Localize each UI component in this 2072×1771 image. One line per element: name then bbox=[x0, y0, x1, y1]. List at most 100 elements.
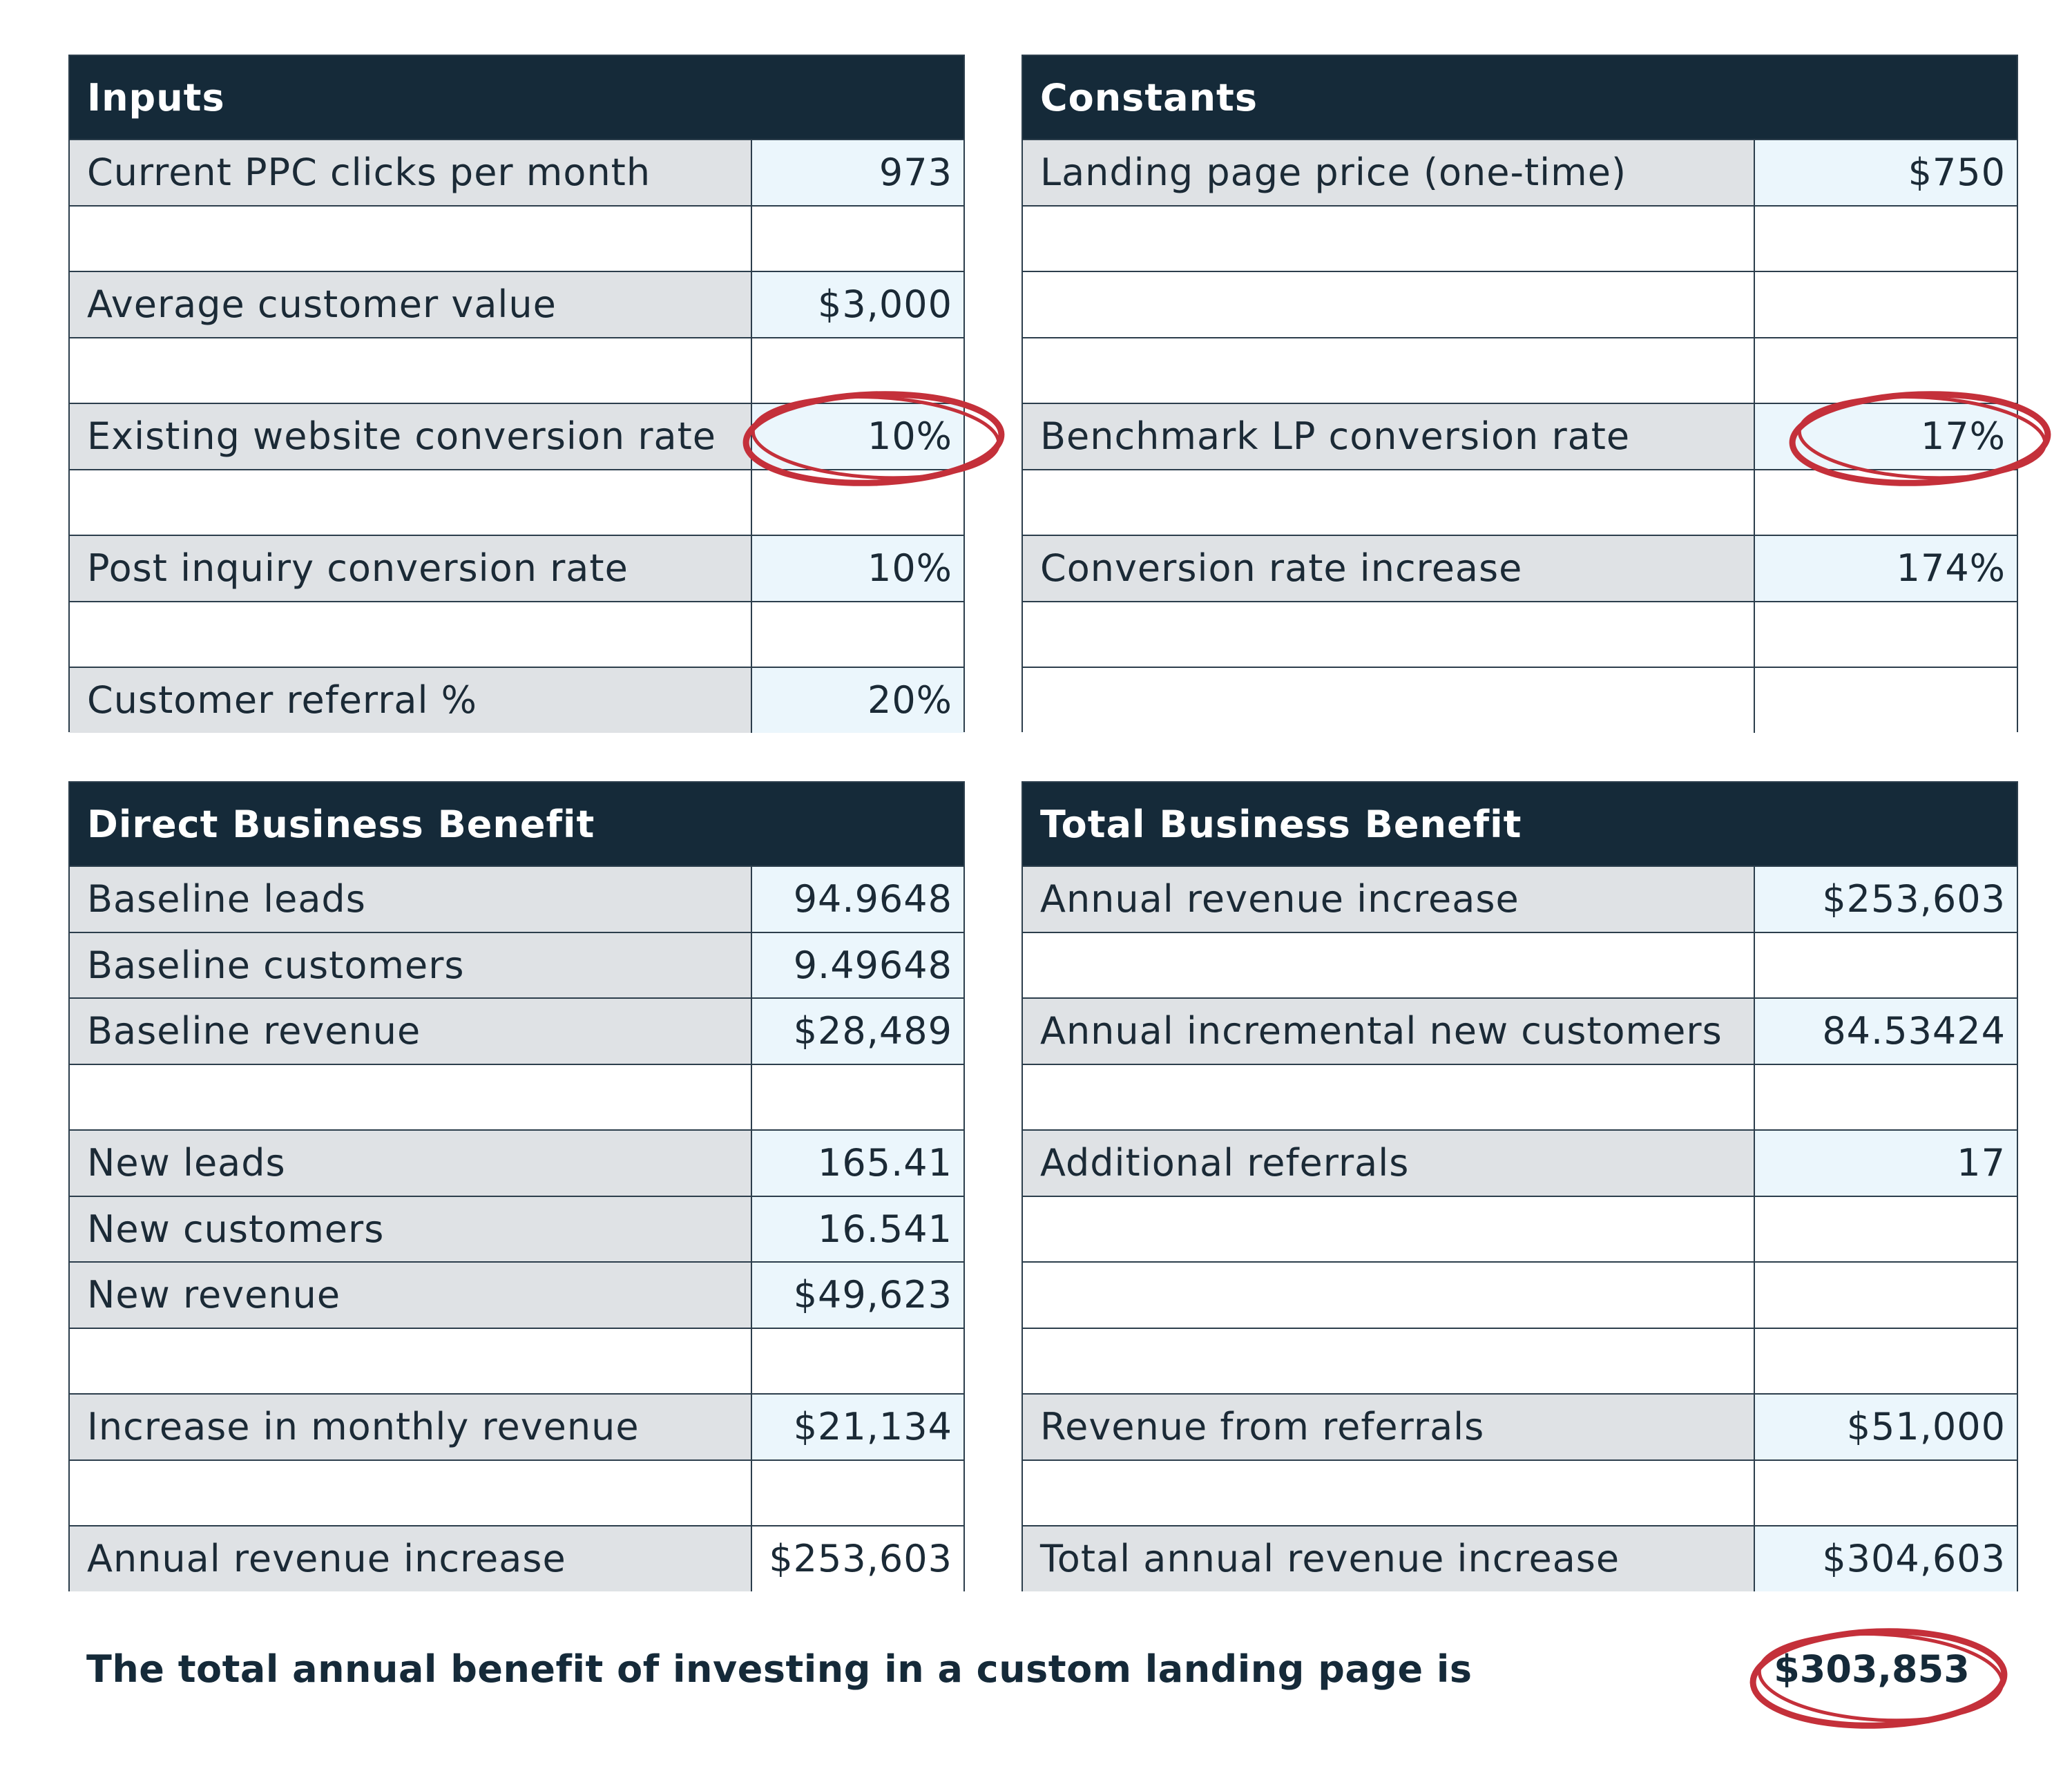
table-row bbox=[1023, 667, 2017, 733]
row-label: Annual revenue increase bbox=[1023, 867, 1755, 932]
inputs-title: Inputs bbox=[70, 56, 963, 139]
table-row: Average customer value $3,000 bbox=[70, 271, 963, 337]
table-row: Landing page price (one-time) $750 bbox=[1023, 139, 2017, 205]
table-row: Baseline revenue $28,489 bbox=[70, 997, 963, 1064]
row-label bbox=[1023, 932, 1755, 997]
row-value bbox=[752, 1328, 963, 1393]
row-value: 17 bbox=[1755, 1131, 2017, 1196]
table-row bbox=[1023, 1261, 2017, 1328]
row-value bbox=[1755, 1263, 2017, 1328]
table-row bbox=[1023, 1195, 2017, 1261]
row-label bbox=[1023, 1328, 1755, 1393]
row-label bbox=[1023, 206, 1755, 271]
table-row bbox=[1023, 1327, 2017, 1393]
row-label: Baseline leads bbox=[70, 867, 752, 932]
summary-text: The total annual benefit of investing in… bbox=[86, 1647, 1473, 1691]
row-label: Total annual revenue increase bbox=[1023, 1526, 1755, 1591]
row-value[interactable]: 20% bbox=[752, 668, 963, 733]
row-value bbox=[752, 338, 963, 403]
table-row: Baseline leads 94.9648 bbox=[70, 865, 963, 932]
row-label bbox=[70, 470, 752, 535]
row-value: $21,134 bbox=[752, 1395, 963, 1459]
table-row bbox=[1023, 600, 2017, 667]
row-label bbox=[70, 1064, 752, 1129]
row-label bbox=[70, 602, 752, 667]
row-label bbox=[70, 338, 752, 403]
row-value: 84.53424 bbox=[1755, 999, 2017, 1064]
row-value: $49,623 bbox=[752, 1263, 963, 1328]
row-label bbox=[70, 206, 752, 271]
row-label bbox=[1023, 1460, 1755, 1525]
row-label: Landing page price (one-time) bbox=[1023, 140, 1755, 205]
row-value bbox=[752, 602, 963, 667]
row-value bbox=[1755, 470, 2017, 535]
row-label: Current PPC clicks per month bbox=[70, 140, 752, 205]
table-row: Customer referral % 20% bbox=[70, 667, 963, 733]
row-value[interactable]: 10% bbox=[752, 536, 963, 601]
row-label bbox=[70, 1460, 752, 1525]
row-label bbox=[1023, 338, 1755, 403]
table-row bbox=[1023, 1063, 2017, 1129]
row-value[interactable]: $3,000 bbox=[752, 272, 963, 337]
row-label: Annual revenue increase bbox=[70, 1526, 752, 1591]
row-value: 174% bbox=[1755, 536, 2017, 601]
row-value: 9.49648 bbox=[752, 932, 963, 997]
table-row: Post inquiry conversion rate 10% bbox=[70, 535, 963, 601]
total-benefit-title: Total Business Benefit bbox=[1023, 783, 2017, 865]
table-row bbox=[70, 1327, 963, 1393]
row-label: New revenue bbox=[70, 1263, 752, 1328]
row-label: Baseline revenue bbox=[70, 999, 752, 1064]
table-row: Baseline customers 9.49648 bbox=[70, 931, 963, 997]
row-label: Post inquiry conversion rate bbox=[70, 536, 752, 601]
row-value bbox=[1755, 1460, 2017, 1525]
inputs-table: Inputs Current PPC clicks per month 973 … bbox=[68, 55, 965, 733]
table-row bbox=[70, 336, 963, 403]
row-value[interactable]: 973 bbox=[752, 140, 963, 205]
table-row bbox=[70, 1459, 963, 1525]
row-value: $253,603 bbox=[752, 1526, 963, 1591]
row-value bbox=[1755, 1328, 2017, 1393]
row-label: Increase in monthly revenue bbox=[70, 1395, 752, 1459]
table-row: Annual incremental new customers 84.5342… bbox=[1023, 997, 2017, 1064]
row-label: Revenue from referrals bbox=[1023, 1395, 1755, 1459]
table-row: New revenue $49,623 bbox=[70, 1261, 963, 1328]
row-value[interactable]: 10% bbox=[752, 404, 963, 469]
row-value: $750 bbox=[1755, 140, 2017, 205]
table-row: New leads 165.41 bbox=[70, 1129, 963, 1196]
table-row: Conversion rate increase 174% bbox=[1023, 535, 2017, 601]
table-row: Annual revenue increase $253,603 bbox=[70, 1525, 963, 1591]
row-value bbox=[1755, 338, 2017, 403]
table-row: Increase in monthly revenue $21,134 bbox=[70, 1393, 963, 1459]
row-label bbox=[1023, 1064, 1755, 1129]
row-value bbox=[752, 470, 963, 535]
row-value: 17% bbox=[1755, 404, 2017, 469]
total-benefit-table: Total Business Benefit Annual revenue in… bbox=[1021, 781, 2018, 1591]
row-label bbox=[70, 1328, 752, 1393]
table-row bbox=[1023, 931, 2017, 997]
summary-value: $303,853 bbox=[1774, 1647, 1970, 1691]
row-label bbox=[1023, 1263, 1755, 1328]
row-label: Additional referrals bbox=[1023, 1131, 1755, 1196]
row-label: New customers bbox=[70, 1196, 752, 1261]
row-value bbox=[752, 206, 963, 271]
row-value: $304,603 bbox=[1755, 1526, 2017, 1591]
table-row: Total annual revenue increase $304,603 bbox=[1023, 1525, 2017, 1591]
row-value bbox=[1755, 1196, 2017, 1261]
table-row bbox=[70, 468, 963, 535]
row-value bbox=[1755, 272, 2017, 337]
row-label: Benchmark LP conversion rate bbox=[1023, 404, 1755, 469]
table-row bbox=[1023, 204, 2017, 271]
constants-table: Constants Landing page price (one-time) … bbox=[1021, 55, 2018, 733]
row-label: Existing website conversion rate bbox=[70, 404, 752, 469]
table-row: Benchmark LP conversion rate 17% bbox=[1023, 403, 2017, 469]
row-value: 94.9648 bbox=[752, 867, 963, 932]
table-row: Existing website conversion rate 10% bbox=[70, 403, 963, 469]
row-label: Baseline customers bbox=[70, 932, 752, 997]
table-row bbox=[1023, 468, 2017, 535]
row-label bbox=[1023, 272, 1755, 337]
table-row bbox=[1023, 336, 2017, 403]
row-label bbox=[1023, 602, 1755, 667]
direct-benefit-title: Direct Business Benefit bbox=[70, 783, 963, 865]
direct-benefit-table: Direct Business Benefit Baseline leads 9… bbox=[68, 781, 965, 1591]
table-row bbox=[70, 600, 963, 667]
